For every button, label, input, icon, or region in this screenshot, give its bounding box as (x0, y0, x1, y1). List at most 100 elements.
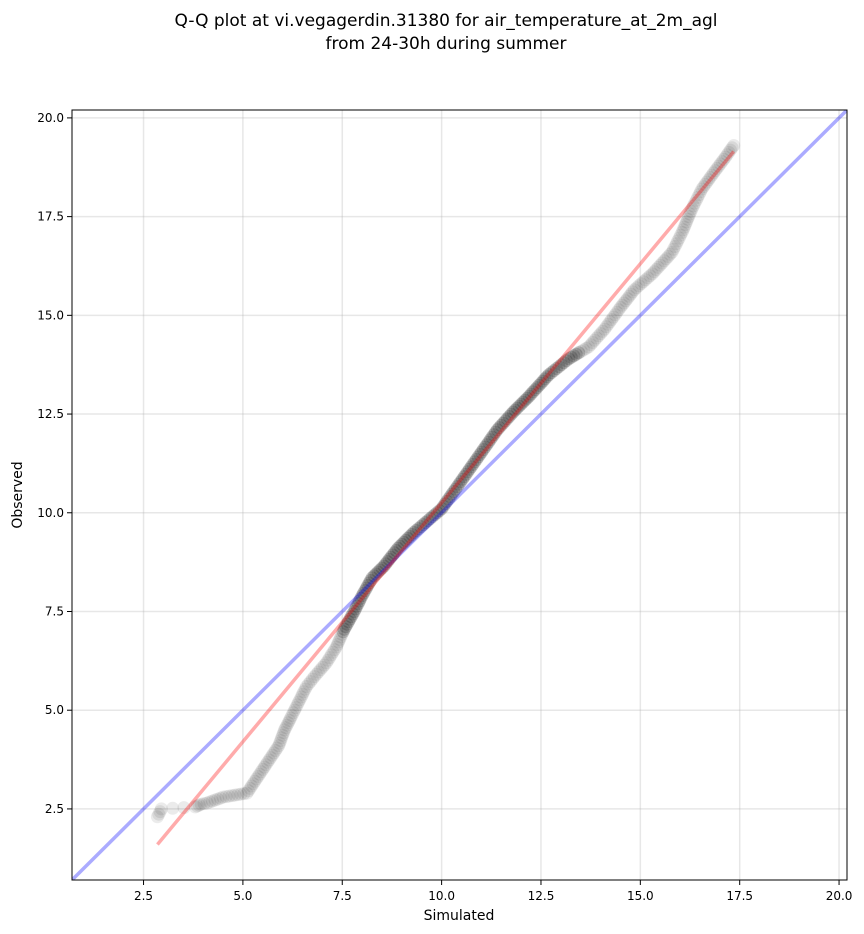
quantile-point (367, 569, 381, 583)
quantile-point (603, 315, 617, 329)
quantile-point (443, 490, 457, 503)
quantile-point (307, 670, 321, 684)
quantile-point (694, 185, 707, 199)
quantile-point (672, 231, 686, 245)
quantile-point (358, 584, 372, 598)
quantile-point (150, 810, 164, 824)
y-tick-label: 15.0 (37, 308, 64, 322)
quantile-point (375, 561, 389, 575)
quantile-point (397, 535, 411, 549)
quantile-point (663, 247, 677, 261)
quantile-point (430, 506, 444, 520)
quantile-point (502, 410, 516, 423)
x-tick-label: 17.5 (726, 889, 753, 903)
quantile-point (289, 701, 303, 715)
quantile-point (584, 338, 598, 352)
quantile-point (332, 635, 346, 649)
quantile-point (384, 550, 398, 564)
quantile-point (449, 482, 462, 496)
quantile-point (359, 581, 373, 595)
quantile-point (689, 193, 703, 207)
quantile-points (150, 139, 741, 824)
quantile-point (364, 574, 378, 587)
quantile-point (401, 531, 415, 545)
chart-title-line-1: Q-Q plot at vi.vegagerdin.31380 for air_… (174, 11, 717, 31)
quantile-point (579, 341, 593, 355)
quantile-point (464, 460, 478, 474)
quantile-point (257, 760, 271, 774)
quantile-point (192, 798, 206, 812)
quantile-point (240, 786, 254, 800)
quantile-point (278, 723, 292, 737)
quantile-point (700, 175, 714, 189)
quantile-point (552, 360, 566, 374)
quantile-point (391, 541, 405, 555)
plot-frame (71, 109, 848, 881)
x-tick-label: 12.5 (528, 889, 555, 903)
quantile-point (482, 435, 496, 449)
quantile-point (265, 748, 279, 762)
quantile-point (381, 555, 394, 569)
quantile-point (685, 202, 699, 216)
quantile-point (708, 164, 722, 178)
quantile-point (342, 615, 355, 629)
quantile-point (476, 443, 490, 457)
quantile-point (528, 383, 542, 397)
chart-title-line-2: from 24-30h during summer (326, 34, 567, 54)
quantile-point (353, 594, 366, 608)
quantile-point (653, 258, 667, 272)
quantile-point (288, 703, 302, 717)
quantile-point (445, 487, 459, 501)
quantile-point (483, 433, 497, 447)
quantile-point (651, 260, 665, 274)
quantile-point (304, 675, 317, 689)
quantile-point (538, 372, 552, 386)
quantile-point (294, 690, 308, 704)
quantile-point (324, 648, 338, 662)
quantile-point (506, 405, 520, 419)
y-tick-label: 20.0 (37, 111, 64, 125)
quantile-point (645, 267, 659, 281)
quantile-point (282, 714, 296, 727)
quantile-point (508, 403, 522, 417)
quantile-point (442, 492, 456, 506)
reference-lines (72, 110, 847, 880)
quantile-point (641, 271, 655, 285)
quantile-point (703, 171, 717, 184)
quantile-point (639, 273, 652, 287)
quantile-point (684, 204, 698, 218)
quantile-point (659, 252, 673, 266)
quantile-point (459, 467, 473, 481)
quantile-point (480, 438, 494, 452)
quantile-point (274, 734, 288, 747)
quantile-point (166, 801, 180, 815)
quantile-point (272, 739, 286, 753)
axis-ticks: 2.5 5.0 7.5 10.0 12.5 15.0 17.5 20.0 2.5 5.0 7.5 10… (37, 111, 852, 903)
quantile-point (683, 207, 697, 221)
quantile-point (657, 254, 671, 268)
quantile-point (416, 518, 430, 532)
quantile-point (549, 362, 563, 376)
quantile-point (586, 336, 600, 349)
quantile-point (292, 695, 305, 709)
y-tick-label: 7.5 (45, 604, 64, 618)
quantile-point (594, 327, 608, 341)
quantile-point (643, 269, 657, 283)
quantile-point (702, 173, 716, 187)
quantile-point (722, 145, 736, 159)
quantile-point (297, 685, 311, 699)
quantile-point (177, 801, 191, 815)
quantile-point (627, 283, 641, 297)
quantile-point (379, 557, 393, 571)
quantile-point (489, 425, 502, 439)
quantile-point (336, 625, 350, 639)
quantile-point (248, 774, 262, 788)
y-axis-label: Observed (10, 461, 26, 528)
quantile-point (228, 788, 242, 802)
quantile-point (279, 721, 293, 735)
quantile-point (564, 350, 578, 364)
quantile-point (599, 320, 613, 334)
quantile-point (362, 576, 376, 590)
quantile-point (389, 544, 403, 557)
quantile-point (572, 346, 586, 360)
